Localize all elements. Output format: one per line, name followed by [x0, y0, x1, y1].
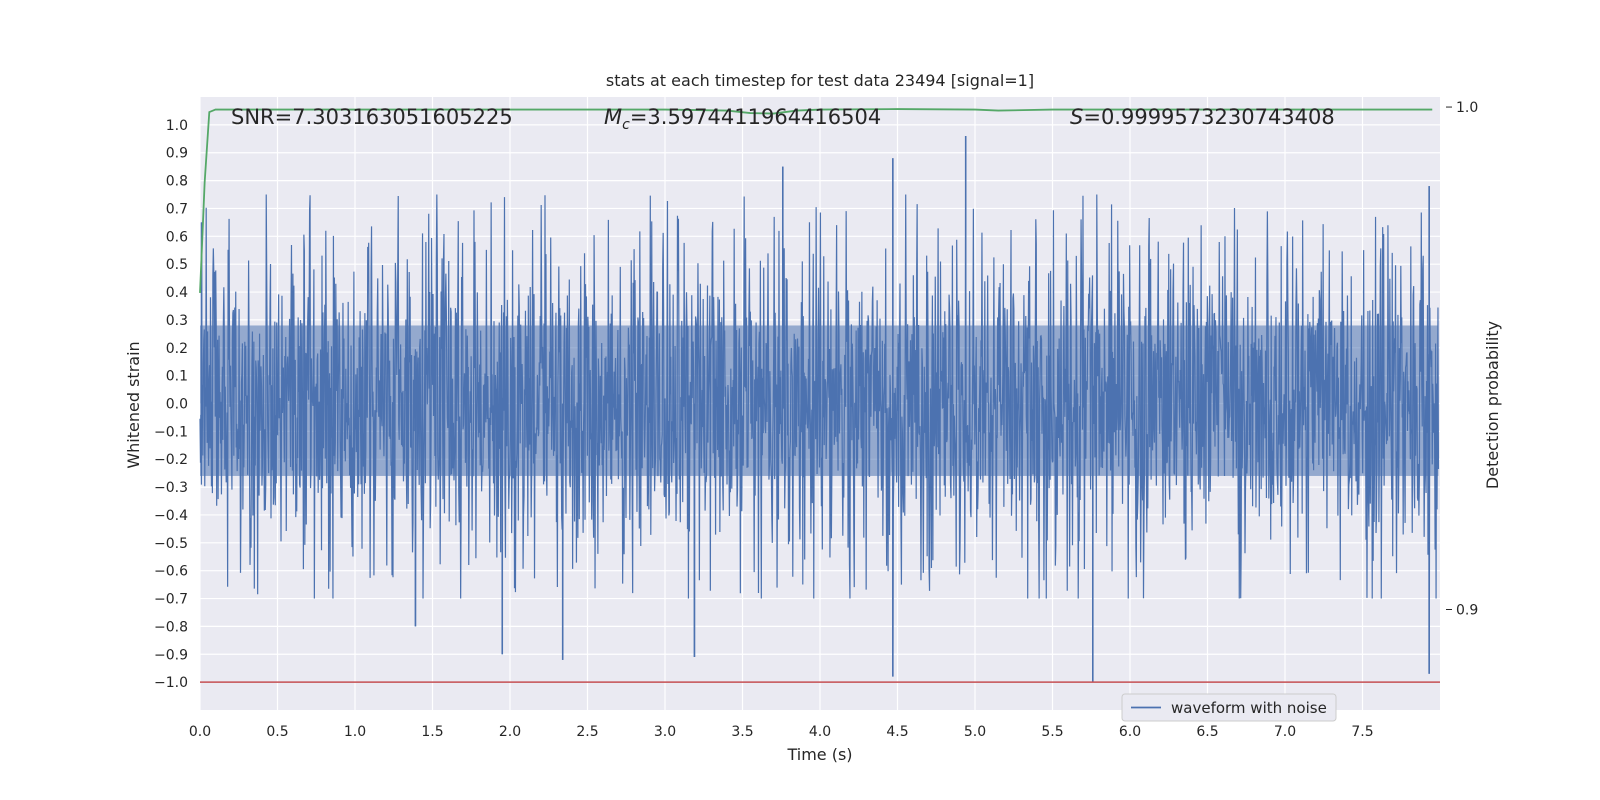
x-tick-label: 7.0 [1274, 724, 1296, 740]
y-tick-label: −0.5 [154, 536, 188, 552]
right-axis-ticks: 1.0 0.9 [1446, 100, 1478, 619]
chirp-mass-annotation: Mc=3.5974411964416504 [604, 105, 881, 133]
y-tick-label: −0.7 [154, 592, 188, 608]
y-tick-label: 0.1 [166, 369, 188, 385]
right-tick-label: 1.0 [1456, 100, 1478, 116]
x-tick-label: 5.0 [964, 724, 986, 740]
legend-entry-waveform: waveform with noise [1171, 699, 1327, 717]
x-axis-label: Time (s) [786, 745, 852, 764]
x-tick-label: 7.5 [1351, 724, 1373, 740]
y-tick-label: −1.0 [154, 675, 188, 691]
y-tick-label: −0.8 [154, 619, 188, 635]
x-axis-ticks: 0.0 0.5 1.0 1.5 2.0 2.5 3.0 3.5 4.0 4.5 5.0 5.5 6.0 6… [189, 724, 1374, 740]
chirp-mass-symbol: M [604, 105, 622, 129]
x-tick-label: 1.5 [421, 724, 443, 740]
y-tick-label: 0.9 [166, 146, 188, 162]
waveform-core-band [200, 325, 1439, 476]
legend-box [1121, 693, 1337, 722]
y-axis-ticks: 1.0 0.9 0.8 0.7 0.6 0.5 0.4 0.3 0.2 0.1 0.0 −0.1 −0.… [154, 118, 188, 691]
chart-title: stats at each timestep for test data 234… [606, 71, 1034, 90]
legend: waveform with noise [1121, 693, 1337, 722]
s-annotation: S=0.9999573230743408 [1070, 105, 1335, 129]
plot-area [199, 97, 1440, 710]
y-tick-label: 0.5 [166, 257, 188, 273]
s-value: =0.9999573230743408 [1083, 105, 1334, 129]
y-tick-label: 0.6 [166, 229, 188, 245]
y-tick-label: −0.2 [154, 452, 188, 468]
x-tick-label: 6.0 [1119, 724, 1141, 740]
s-symbol: S [1070, 105, 1083, 129]
x-tick-label: 4.5 [886, 724, 908, 740]
y-tick-label: −0.6 [154, 564, 188, 580]
y-tick-label: −0.9 [154, 647, 188, 663]
chirp-mass-subscript: c [622, 117, 630, 133]
chirp-mass-value: =3.5974411964416504 [630, 105, 881, 129]
y-tick-label: 0.4 [166, 285, 188, 301]
y-tick-label: 0.2 [166, 341, 188, 357]
y-tick-label: 1.0 [166, 118, 188, 134]
y-tick-label: −0.4 [154, 508, 188, 524]
x-tick-label: 4.0 [809, 724, 831, 740]
x-tick-label: 2.0 [499, 724, 521, 740]
y-tick-label: 0.3 [166, 313, 188, 329]
x-tick-label: 6.5 [1196, 724, 1218, 740]
x-tick-label: 0.5 [266, 724, 288, 740]
y-tick-label: 0.8 [166, 174, 188, 190]
x-tick-label: 3.5 [731, 724, 753, 740]
x-tick-label: 5.5 [1041, 724, 1063, 740]
detection-probability-series [199, 108, 1433, 293]
y-tick-label: −0.3 [154, 480, 188, 496]
x-tick-label: 0.0 [189, 724, 211, 740]
right-tick-label: 0.9 [1456, 603, 1478, 619]
x-tick-label: 3.0 [654, 724, 676, 740]
x-tick-label: 2.5 [576, 724, 598, 740]
y-tick-label: 0.7 [166, 201, 188, 217]
y-axis-label: Whitened strain [124, 341, 143, 468]
right-axis-label: Detection probability [1483, 321, 1502, 489]
x-tick-label: 1.0 [344, 724, 366, 740]
waveform-series [199, 136, 1440, 683]
snr-annotation: SNR=7.303163051605225 [231, 105, 513, 129]
y-tick-label: 0.0 [166, 397, 188, 413]
y-tick-label: −0.1 [154, 424, 188, 440]
